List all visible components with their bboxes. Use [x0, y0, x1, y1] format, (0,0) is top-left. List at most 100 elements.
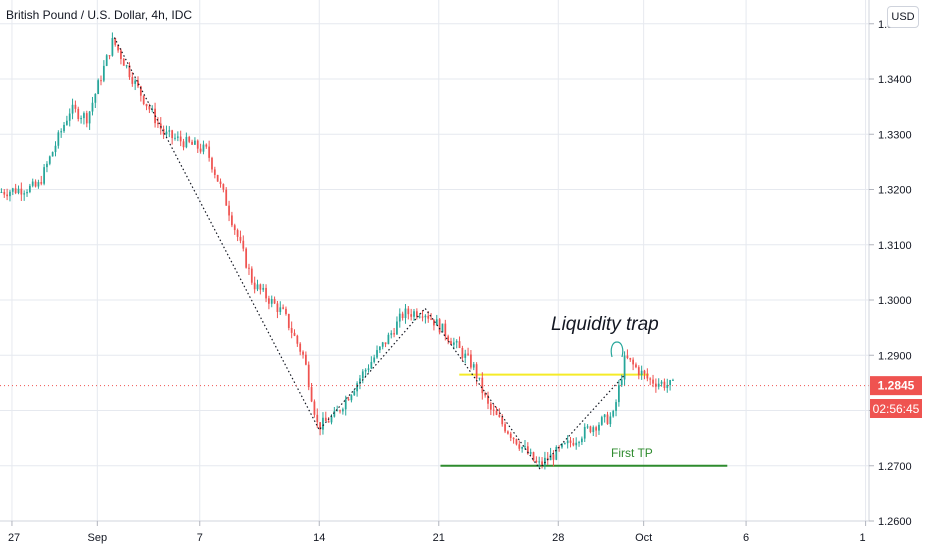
first-tp-label: First TP: [611, 446, 653, 460]
candle-body: [287, 314, 290, 328]
candle-body: [447, 336, 450, 342]
candle-body: [333, 410, 336, 417]
candle-body: [179, 136, 182, 142]
candle-body: [17, 188, 20, 194]
candle-body: [396, 321, 398, 335]
candle-body: [589, 426, 592, 433]
candle-body: [552, 454, 555, 460]
x-axis[interactable]: 27 Sep 7 14 21 28 Oct 6 1: [8, 521, 867, 544]
candle-body: [228, 205, 230, 216]
candle-body: [461, 348, 464, 358]
symbol-title[interactable]: British Pound / U.S. Dollar, 4h, IDC: [6, 8, 193, 22]
y-tick-label: 1.2900: [878, 350, 912, 362]
candle-body: [253, 282, 256, 290]
candle-body: [171, 130, 174, 139]
candle-body: [23, 193, 26, 195]
candle-body: [46, 163, 48, 168]
candle-body: [452, 342, 455, 345]
candle-body: [305, 354, 307, 365]
candle-body: [74, 104, 77, 109]
candle-body: [393, 333, 395, 335]
candle-body: [538, 461, 541, 463]
y-tick-label: 1.2700: [878, 461, 912, 473]
candle-body: [612, 410, 615, 417]
candle-body: [524, 446, 526, 448]
candle-body: [592, 427, 595, 433]
candle-body: [191, 141, 193, 145]
candle-body: [615, 402, 617, 411]
candle-body: [117, 44, 119, 51]
candle-body: [26, 192, 28, 194]
candle-body: [586, 426, 589, 428]
candle-body: [444, 323, 447, 337]
candle-body: [231, 215, 233, 226]
candle-body: [663, 381, 666, 388]
candle-body: [194, 140, 196, 145]
candle-body: [165, 131, 168, 135]
horizontal-levels: [440, 373, 728, 467]
candle-body: [202, 144, 205, 152]
x-tick-label: Oct: [635, 532, 652, 544]
candle-body: [646, 373, 649, 379]
candle-body: [450, 341, 452, 345]
candle-body: [162, 128, 165, 135]
candle-body: [376, 350, 378, 358]
candle-body: [660, 381, 663, 384]
candle-body: [0, 191, 3, 193]
candle-body: [276, 303, 279, 312]
candle-body: [108, 55, 111, 57]
candle-body: [367, 368, 370, 370]
candle-body: [330, 416, 333, 423]
candle-body: [88, 111, 91, 124]
candle-body: [378, 346, 381, 351]
x-tick-label: 21: [433, 532, 445, 544]
candle-body: [370, 361, 373, 369]
y-tick-label: 1.3100: [878, 240, 912, 252]
candle-body: [319, 422, 321, 430]
candle-body: [475, 364, 478, 379]
candle-body: [63, 124, 65, 132]
candle-body: [509, 433, 512, 438]
candle-body: [649, 378, 652, 380]
candle-body: [609, 416, 612, 425]
candle-body: [48, 156, 51, 164]
candle-body: [199, 148, 202, 152]
candle-body: [265, 287, 267, 299]
zigzag-path: [113, 37, 626, 470]
candle-body: [364, 369, 367, 372]
candle-body: [148, 106, 151, 110]
candle-body: [618, 385, 620, 403]
candle-body: [120, 50, 122, 60]
candle-body: [6, 194, 8, 197]
candle-body: [555, 446, 558, 460]
candle-body: [623, 355, 626, 380]
candle-body: [433, 319, 435, 326]
candle-body: [606, 414, 609, 425]
candle-body: [111, 38, 114, 56]
candle-body: [507, 431, 509, 434]
candle-body: [216, 174, 219, 182]
candle-body: [515, 439, 518, 445]
y-axis[interactable]: 1.35001.34001.33001.32001.31001.30001.29…: [869, 19, 912, 528]
candle-body: [168, 130, 171, 132]
candle-body: [544, 457, 546, 465]
candle-body: [285, 308, 287, 315]
y-tick-label: 1.3300: [878, 129, 912, 141]
candle-body: [467, 353, 469, 355]
candle-body: [600, 417, 603, 425]
candle-body: [34, 181, 37, 187]
candle-body: [57, 132, 60, 146]
candle-body: [464, 353, 467, 358]
candle-body: [68, 113, 71, 121]
candle-body: [3, 191, 6, 195]
candle-body: [196, 140, 199, 149]
candle-body: [598, 424, 600, 431]
candle-body: [213, 169, 216, 175]
currency-button[interactable]: USD: [887, 6, 919, 28]
candle-body: [128, 65, 131, 78]
candle-body: [356, 383, 358, 392]
candle-body: [575, 442, 578, 446]
candle-body: [669, 380, 671, 386]
candle-body: [666, 385, 669, 388]
